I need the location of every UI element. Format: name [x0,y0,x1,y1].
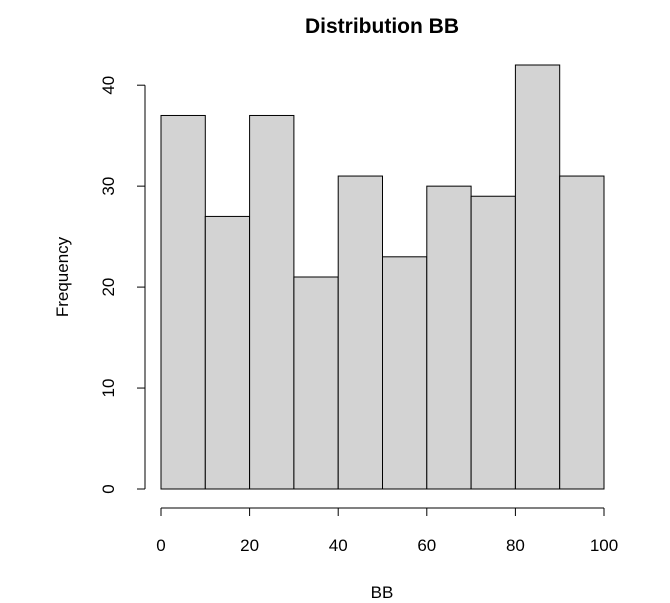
y-tick-label: 0 [99,484,118,493]
histogram-bar-8 [514,64,561,490]
x-tick-label: 100 [590,536,618,555]
x-tick-label: 0 [156,536,165,555]
y-axis: 0 10 20 30 40 [99,76,146,494]
histogram-bar-9 [559,175,605,490]
histogram-bar-3 [293,276,339,490]
histogram-bar-4 [337,175,384,490]
x-tick-label: 20 [240,536,259,555]
histogram-bar-2 [249,114,295,490]
histogram-bar-5 [382,256,428,490]
x-tick-label: 40 [329,536,348,555]
y-tick-label: 20 [99,278,118,297]
y-tick-label: 30 [99,177,118,196]
histogram-bar-7 [470,195,516,490]
histogram-bar-1 [204,215,251,490]
histogram-bar-6 [426,185,472,490]
x-axis-label: BB [371,583,394,602]
y-tick-label: 10 [99,379,118,398]
y-axis-label: Frequency [53,236,72,317]
y-tick-label: 40 [99,76,118,95]
histogram-bar-0 [160,114,206,490]
x-tick-label: 60 [417,536,436,555]
x-tick-label: 80 [506,536,525,555]
chart-title: Distribution BB [305,15,459,38]
bars-group [160,64,605,490]
x-axis: 0 20 40 60 80 100 [156,507,618,555]
